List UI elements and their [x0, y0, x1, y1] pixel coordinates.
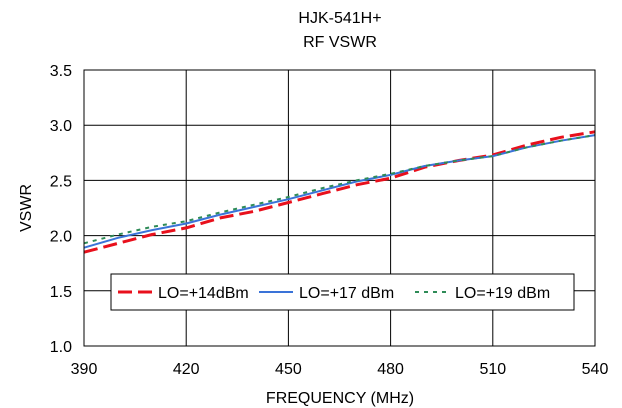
x-tick-label: 390 [71, 361, 98, 378]
y-tick-labels: 1.0 1.5 2.0 2.5 3.0 3.5 [50, 63, 72, 356]
series-line-1 [83, 130, 596, 254]
y-tick-label: 2.5 [50, 173, 72, 190]
x-tick-labels: 390 420 450 480 510 540 [71, 361, 609, 378]
series-line-3 [83, 134, 596, 245]
chart-subtitle: RF VSWR [303, 34, 377, 51]
x-tick-label: 510 [479, 361, 506, 378]
plot-area-frame [83, 69, 596, 347]
y-tick-label: 3.0 [50, 118, 72, 135]
chart-title: HJK-541H+ [298, 10, 381, 27]
y-tick-label: 3.5 [50, 63, 72, 80]
legend-label-3: LO=+19 dBm [455, 285, 550, 302]
y-tick-label: 2.0 [50, 229, 72, 246]
x-tick-label: 540 [582, 361, 609, 378]
series-layer [83, 130, 596, 254]
x-tick-label: 420 [173, 361, 200, 378]
legend-label-2: LO=+17 dBm [299, 285, 394, 302]
y-axis-label: VSWR [18, 184, 35, 232]
y-tick-label: 1.0 [50, 339, 72, 356]
legend-label-1: LO=+14dBm [158, 285, 249, 302]
legend: LO=+14dBm LO=+17 dBm LO=+19 dBm [110, 273, 575, 311]
y-tick-label: 1.5 [50, 284, 72, 301]
legend-box [110, 273, 575, 311]
x-tick-label: 450 [275, 361, 302, 378]
x-tick-label: 480 [377, 361, 404, 378]
x-axis-label: FREQUENCY (MHz) [266, 390, 414, 407]
